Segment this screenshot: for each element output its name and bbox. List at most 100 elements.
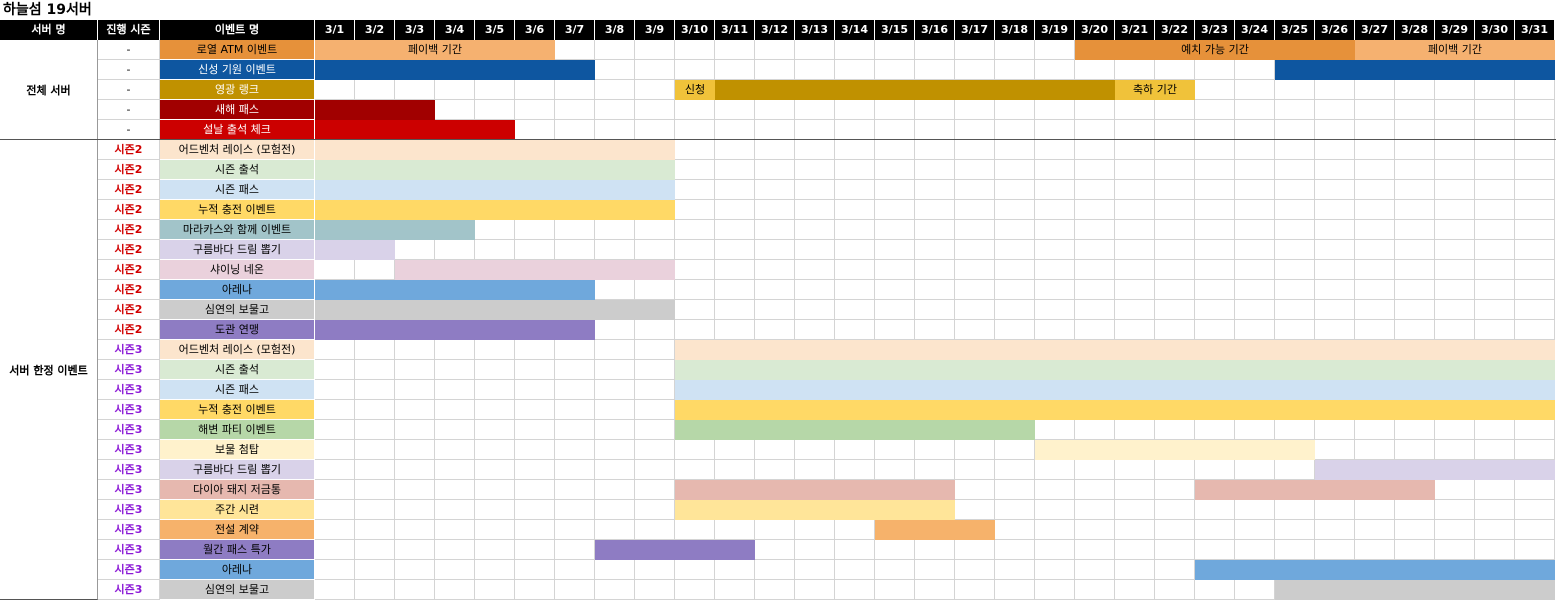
grid-cell[interactable] <box>1435 500 1475 520</box>
grid-cell[interactable] <box>915 60 955 80</box>
grid-cell[interactable] <box>515 500 555 520</box>
grid-cell[interactable] <box>835 180 875 200</box>
grid-cell[interactable] <box>915 100 955 120</box>
grid-cell[interactable] <box>875 460 915 480</box>
grid-cell[interactable] <box>515 220 555 240</box>
grid-cell[interactable] <box>595 500 635 520</box>
grid-cell[interactable] <box>755 220 795 240</box>
grid-cell[interactable] <box>835 240 875 260</box>
grid-cell[interactable] <box>435 420 475 440</box>
grid-cell[interactable] <box>955 440 995 460</box>
grid-cell[interactable] <box>435 520 475 540</box>
grid-cell[interactable] <box>1515 180 1555 200</box>
event-name-cell[interactable]: 영광 랭크 <box>160 80 315 100</box>
grid-cell[interactable] <box>915 240 955 260</box>
event-period-bar[interactable] <box>675 400 1555 420</box>
grid-cell[interactable] <box>395 500 435 520</box>
grid-cell[interactable] <box>715 40 755 60</box>
grid-cell[interactable] <box>1475 100 1515 120</box>
grid-cell[interactable] <box>515 440 555 460</box>
grid-cell[interactable] <box>395 420 435 440</box>
event-name-cell[interactable]: 보물 첨탑 <box>160 440 315 460</box>
grid-cell[interactable] <box>1035 240 1075 260</box>
grid-cell[interactable] <box>675 560 715 580</box>
grid-cell[interactable] <box>1355 160 1395 180</box>
grid-cell[interactable] <box>955 500 995 520</box>
grid-cell[interactable] <box>795 440 835 460</box>
event-name-cell[interactable]: 마라카스와 함께 이벤트 <box>160 220 315 240</box>
grid-cell[interactable] <box>1075 580 1115 600</box>
grid-cell[interactable] <box>1475 160 1515 180</box>
grid-cell[interactable] <box>955 200 995 220</box>
season-cell[interactable]: 시즌3 <box>98 540 160 560</box>
grid-cell[interactable] <box>875 260 915 280</box>
grid-cell[interactable] <box>875 100 915 120</box>
grid-cell[interactable] <box>995 140 1035 160</box>
grid-cell[interactable] <box>635 120 675 140</box>
grid-cell[interactable] <box>475 240 515 260</box>
grid-cell[interactable] <box>1075 560 1115 580</box>
grid-cell[interactable] <box>1195 160 1235 180</box>
event-period-bar[interactable] <box>675 360 1555 380</box>
grid-cell[interactable] <box>475 340 515 360</box>
event-name-cell[interactable]: 어드벤처 레이스 (모험전) <box>160 140 315 160</box>
event-period-bar[interactable] <box>315 320 595 340</box>
grid-cell[interactable] <box>395 540 435 560</box>
grid-cell[interactable] <box>595 400 635 420</box>
grid-cell[interactable] <box>1155 160 1195 180</box>
grid-cell[interactable] <box>315 420 355 440</box>
event-name-cell[interactable]: 구름바다 드림 뽑기 <box>160 240 315 260</box>
grid-cell[interactable] <box>315 400 355 420</box>
event-period-bar[interactable] <box>315 240 395 260</box>
event-name-cell[interactable]: 주간 시련 <box>160 500 315 520</box>
grid-cell[interactable] <box>1035 480 1075 500</box>
grid-cell[interactable] <box>795 320 835 340</box>
grid-cell[interactable] <box>315 360 355 380</box>
grid-cell[interactable] <box>875 540 915 560</box>
grid-cell[interactable] <box>955 40 995 60</box>
event-period-bar[interactable]: 페이백 기간 <box>315 40 555 60</box>
grid-cell[interactable] <box>1355 180 1395 200</box>
grid-cell[interactable] <box>1395 260 1435 280</box>
grid-cell[interactable] <box>1355 120 1395 140</box>
grid-cell[interactable] <box>875 140 915 160</box>
event-name-cell[interactable]: 신성 기원 이벤트 <box>160 60 315 80</box>
grid-cell[interactable] <box>635 40 675 60</box>
grid-cell[interactable] <box>755 140 795 160</box>
grid-cell[interactable] <box>1155 180 1195 200</box>
grid-cell[interactable] <box>875 200 915 220</box>
grid-cell[interactable] <box>1435 280 1475 300</box>
grid-cell[interactable] <box>755 460 795 480</box>
grid-cell[interactable] <box>1515 300 1555 320</box>
grid-cell[interactable] <box>995 580 1035 600</box>
season-cell[interactable]: 시즌2 <box>98 260 160 280</box>
event-period-bar[interactable] <box>595 540 755 560</box>
grid-cell[interactable] <box>715 140 755 160</box>
grid-cell[interactable] <box>395 520 435 540</box>
grid-cell[interactable] <box>395 380 435 400</box>
grid-cell[interactable] <box>915 180 955 200</box>
grid-cell[interactable] <box>355 440 395 460</box>
season-cell[interactable]: 시즌3 <box>98 440 160 460</box>
grid-cell[interactable] <box>795 120 835 140</box>
grid-cell[interactable] <box>355 360 395 380</box>
grid-cell[interactable] <box>835 40 875 60</box>
grid-cell[interactable] <box>1115 460 1155 480</box>
grid-cell[interactable] <box>1435 120 1475 140</box>
grid-cell[interactable] <box>1355 320 1395 340</box>
grid-cell[interactable] <box>1075 240 1115 260</box>
grid-cell[interactable] <box>1435 220 1475 240</box>
grid-cell[interactable] <box>1275 220 1315 240</box>
event-period-bar[interactable] <box>1315 460 1555 480</box>
season-cell[interactable]: 시즌3 <box>98 340 160 360</box>
grid-cell[interactable] <box>1275 460 1315 480</box>
grid-cell[interactable] <box>395 80 435 100</box>
grid-cell[interactable] <box>955 180 995 200</box>
grid-cell[interactable] <box>995 260 1035 280</box>
grid-cell[interactable] <box>475 580 515 600</box>
grid-cell[interactable] <box>355 380 395 400</box>
event-period-bar[interactable] <box>675 480 955 500</box>
grid-cell[interactable] <box>1315 540 1355 560</box>
grid-cell[interactable] <box>955 580 995 600</box>
grid-cell[interactable] <box>1235 260 1275 280</box>
